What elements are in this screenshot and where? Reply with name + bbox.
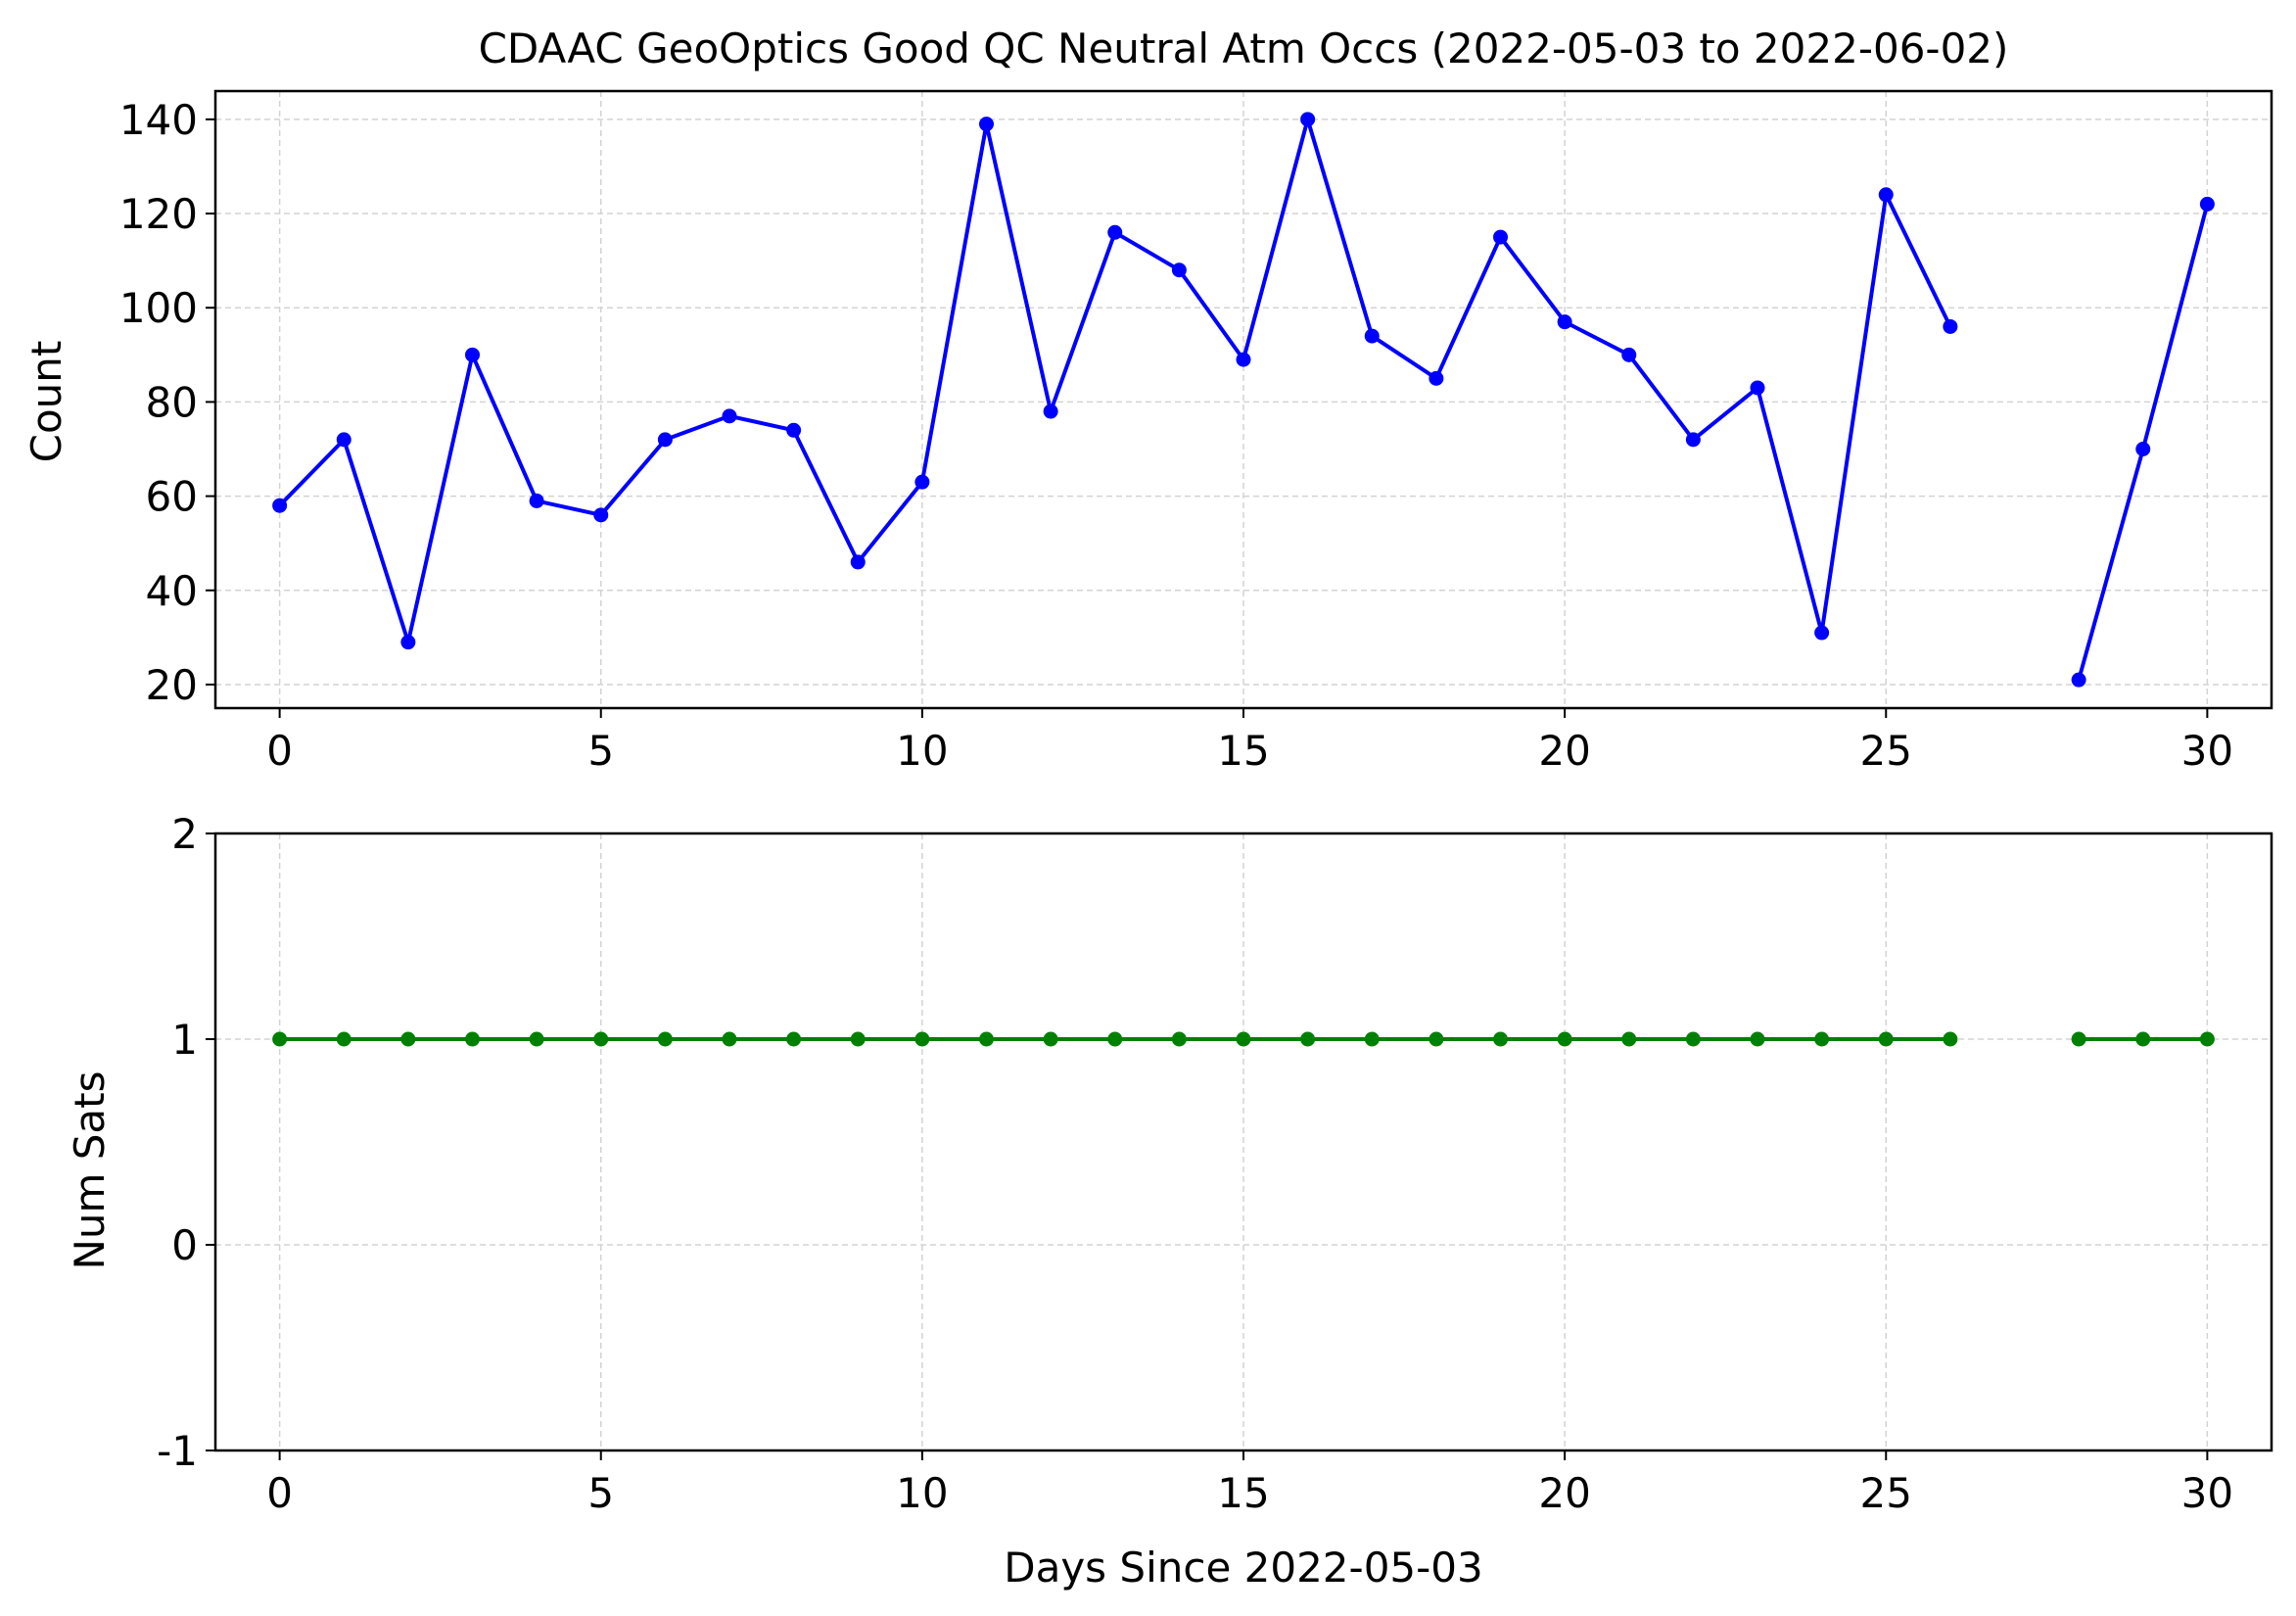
num-sats-y-tick-label: 1 (171, 1016, 198, 1064)
count-y-tick-label: 120 (119, 190, 198, 238)
count-x-tick-label: 20 (1538, 727, 1590, 775)
count-points (272, 112, 2215, 688)
num-sats-data-point (1043, 1031, 1058, 1047)
num-sats-data-point (1364, 1031, 1380, 1047)
num-sats-y-axis-label: Num Sats (66, 1070, 114, 1269)
count-data-point (2199, 196, 2215, 212)
count-y-tick-label: 20 (146, 661, 198, 709)
count-y-tick-label: 40 (146, 567, 198, 615)
count-data-point (657, 432, 673, 448)
num-sats-data-point (1429, 1031, 1444, 1047)
num-sats-data-point (465, 1031, 480, 1047)
num-sats-x-tick-label: 10 (896, 1469, 948, 1517)
num-sats-data-point (2199, 1031, 2215, 1047)
num-sats-data-point (336, 1031, 351, 1047)
num-sats-data-point (2135, 1031, 2151, 1047)
num-sats-data-point (914, 1031, 930, 1047)
num-sats-data-point (1943, 1031, 1958, 1047)
num-sats-data-point (1300, 1031, 1316, 1047)
num-sats-panel: 0 5 10 15 20 25 30 -1 0 1 2 Num Sats Days Since 2… (66, 810, 2273, 1592)
count-data-point (1685, 432, 1701, 448)
count-x-tick-label: 5 (587, 727, 614, 775)
count-data-point (1236, 352, 1251, 367)
count-data-point (1493, 229, 1508, 245)
num-sats-points (272, 1031, 2215, 1047)
num-sats-data-point (1685, 1031, 1701, 1047)
count-data-point (2071, 672, 2086, 688)
num-sats-y-tick-label: -1 (157, 1427, 198, 1475)
count-y-tick-label: 100 (119, 284, 198, 332)
count-data-point (1878, 187, 1894, 203)
count-y-tick-label: 60 (146, 473, 198, 521)
num-sats-data-point (657, 1031, 673, 1047)
num-sats-x-tick-label: 15 (1217, 1469, 1269, 1517)
count-data-point (979, 117, 994, 132)
num-sats-data-point (979, 1031, 994, 1047)
count-data-point (336, 432, 351, 448)
num-sats-data-point (1878, 1031, 1894, 1047)
num-sats-x-axis-label: Days Since 2022-05-03 (1004, 1544, 1482, 1592)
count-data-point (1107, 224, 1123, 240)
count-x-tick-label: 15 (1217, 727, 1269, 775)
num-sats-data-point (1621, 1031, 1637, 1047)
count-data-point (1364, 328, 1380, 344)
count-data-point (465, 347, 480, 362)
count-data-point (1043, 404, 1058, 419)
chart-title: CDAAC GeoOptics Good QC Neutral Atm Occs… (479, 24, 2009, 72)
num-sats-x-tick-label: 5 (587, 1469, 614, 1517)
num-sats-y-tick-label: 2 (171, 810, 198, 858)
count-data-point (1429, 370, 1444, 386)
num-sats-data-point (1107, 1031, 1123, 1047)
num-sats-y-ticks: -1 0 1 2 (157, 810, 215, 1475)
count-x-tick-label: 0 (266, 727, 293, 775)
num-sats-data-point (2071, 1031, 2086, 1047)
count-x-tick-label: 30 (2181, 727, 2233, 775)
num-sats-x-tick-label: 30 (2181, 1469, 2233, 1517)
count-data-point (1814, 625, 1830, 641)
count-data-point (1621, 347, 1637, 362)
count-data-point (1750, 380, 1765, 396)
count-y-tick-label: 140 (119, 96, 198, 144)
count-data-point (400, 635, 416, 650)
count-data-point (914, 474, 930, 490)
count-data-point (1557, 314, 1572, 330)
num-sats-data-point (1750, 1031, 1765, 1047)
num-sats-data-point (1171, 1031, 1187, 1047)
count-y-ticks: 20 40 60 80 100 120 140 (119, 96, 215, 709)
count-data-point (2135, 441, 2151, 456)
num-sats-data-point (593, 1031, 609, 1047)
count-x-tick-label: 25 (1860, 727, 1912, 775)
count-x-tick-label: 10 (896, 727, 948, 775)
num-sats-data-point (1814, 1031, 1830, 1047)
num-sats-y-tick-label: 0 (171, 1221, 198, 1269)
num-sats-data-point (1236, 1031, 1251, 1047)
num-sats-data-point (272, 1031, 288, 1047)
count-data-point (529, 493, 544, 508)
count-data-point (722, 408, 737, 424)
num-sats-data-point (722, 1031, 737, 1047)
count-data-point (786, 422, 802, 438)
count-data-point (272, 498, 288, 513)
count-data-point (1171, 262, 1187, 278)
num-sats-data-point (1557, 1031, 1572, 1047)
count-y-axis-label: Count (23, 341, 70, 463)
num-sats-data-point (786, 1031, 802, 1047)
count-y-tick-label: 80 (146, 378, 198, 426)
count-data-point (850, 554, 866, 570)
count-x-ticks: 0 5 10 15 20 25 30 (266, 708, 2233, 775)
num-sats-data-point (850, 1031, 866, 1047)
num-sats-x-tick-label: 0 (266, 1469, 293, 1517)
num-sats-x-ticks: 0 5 10 15 20 25 30 (266, 1450, 2233, 1517)
count-data-point (1300, 112, 1316, 127)
num-sats-x-tick-label: 20 (1538, 1469, 1590, 1517)
count-data-point (1943, 318, 1958, 334)
num-sats-data-point (400, 1031, 416, 1047)
count-data-point (593, 507, 609, 523)
num-sats-data-point (1493, 1031, 1508, 1047)
count-panel: 0 5 10 15 20 25 30 20 40 60 80 100 120 140 Count (23, 89, 2273, 775)
num-sats-data-point (529, 1031, 544, 1047)
num-sats-x-tick-label: 25 (1860, 1469, 1912, 1517)
